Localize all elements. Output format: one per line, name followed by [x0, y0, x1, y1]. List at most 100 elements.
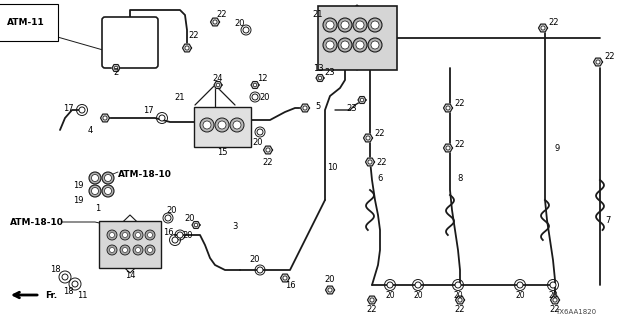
Circle shape [283, 276, 287, 280]
FancyBboxPatch shape [99, 221, 161, 268]
Circle shape [136, 247, 141, 252]
Text: 22: 22 [263, 157, 273, 166]
Polygon shape [280, 274, 289, 282]
Polygon shape [538, 24, 547, 32]
Circle shape [122, 233, 127, 237]
Text: TX6AA1820: TX6AA1820 [555, 309, 596, 315]
Circle shape [353, 18, 367, 32]
Circle shape [213, 20, 217, 24]
Text: 4: 4 [88, 125, 93, 134]
Circle shape [177, 232, 183, 238]
Circle shape [165, 215, 171, 221]
Text: 20: 20 [235, 19, 245, 28]
Text: 7: 7 [605, 215, 611, 225]
Circle shape [89, 172, 101, 184]
Text: 21: 21 [313, 10, 323, 19]
Circle shape [109, 247, 115, 252]
Text: 8: 8 [458, 173, 463, 182]
Circle shape [103, 116, 107, 120]
Circle shape [326, 21, 334, 29]
Polygon shape [365, 158, 374, 166]
Polygon shape [444, 144, 452, 152]
Text: 22: 22 [455, 99, 465, 108]
Circle shape [243, 27, 249, 33]
Polygon shape [214, 82, 222, 88]
Circle shape [318, 76, 322, 80]
Text: 20: 20 [515, 291, 525, 300]
Circle shape [323, 18, 337, 32]
Text: 20: 20 [385, 291, 395, 300]
Text: 3: 3 [232, 221, 237, 230]
Polygon shape [326, 286, 335, 294]
Circle shape [203, 121, 211, 129]
Circle shape [194, 223, 198, 227]
Circle shape [230, 118, 244, 132]
Circle shape [553, 298, 557, 302]
Circle shape [257, 267, 263, 273]
Polygon shape [301, 104, 310, 112]
Text: 23: 23 [347, 103, 357, 113]
Text: 17: 17 [143, 106, 154, 115]
Circle shape [92, 188, 99, 195]
Circle shape [133, 230, 143, 240]
Text: 22: 22 [189, 30, 199, 39]
Text: ATM-18-10: ATM-18-10 [10, 218, 64, 227]
Circle shape [326, 41, 334, 49]
Text: 10: 10 [327, 163, 337, 172]
Text: 20: 20 [250, 255, 260, 265]
Text: 5: 5 [316, 101, 321, 110]
Text: 2: 2 [113, 68, 118, 76]
Text: 9: 9 [554, 143, 559, 153]
Circle shape [371, 41, 379, 49]
Text: 22: 22 [217, 10, 227, 19]
Polygon shape [100, 114, 109, 122]
FancyBboxPatch shape [102, 17, 158, 68]
Polygon shape [251, 82, 259, 88]
Text: 22: 22 [550, 306, 560, 315]
Circle shape [257, 129, 263, 135]
Text: 22: 22 [367, 306, 377, 315]
Circle shape [338, 18, 352, 32]
Circle shape [541, 26, 545, 30]
Polygon shape [364, 134, 372, 142]
Text: 19: 19 [73, 180, 83, 189]
Circle shape [147, 247, 152, 252]
Text: 22: 22 [548, 18, 559, 27]
Circle shape [107, 245, 117, 255]
Circle shape [366, 136, 370, 140]
Circle shape [415, 282, 421, 288]
Text: 20: 20 [253, 138, 263, 147]
Circle shape [356, 21, 364, 29]
Text: 20: 20 [183, 230, 193, 239]
Circle shape [252, 94, 258, 100]
Circle shape [185, 46, 189, 50]
Circle shape [455, 282, 461, 288]
Text: 21: 21 [175, 92, 185, 101]
Circle shape [387, 282, 393, 288]
Circle shape [200, 118, 214, 132]
Circle shape [109, 233, 115, 237]
Polygon shape [358, 97, 366, 103]
Polygon shape [182, 44, 191, 52]
Circle shape [446, 106, 450, 110]
Text: 20: 20 [185, 213, 195, 222]
Circle shape [79, 107, 85, 113]
Circle shape [62, 274, 68, 280]
FancyBboxPatch shape [318, 6, 397, 70]
Circle shape [323, 38, 337, 52]
Circle shape [122, 247, 127, 252]
Circle shape [370, 298, 374, 302]
Circle shape [233, 121, 241, 129]
Text: 14: 14 [125, 270, 135, 279]
Circle shape [446, 146, 450, 150]
Circle shape [172, 237, 178, 243]
Polygon shape [456, 296, 465, 304]
Circle shape [353, 38, 367, 52]
Text: ATM-18-10: ATM-18-10 [118, 170, 172, 179]
Text: 20: 20 [413, 291, 423, 300]
Polygon shape [211, 18, 220, 26]
Circle shape [368, 38, 382, 52]
Text: 13: 13 [313, 63, 323, 73]
Circle shape [72, 281, 78, 287]
Circle shape [102, 185, 114, 197]
